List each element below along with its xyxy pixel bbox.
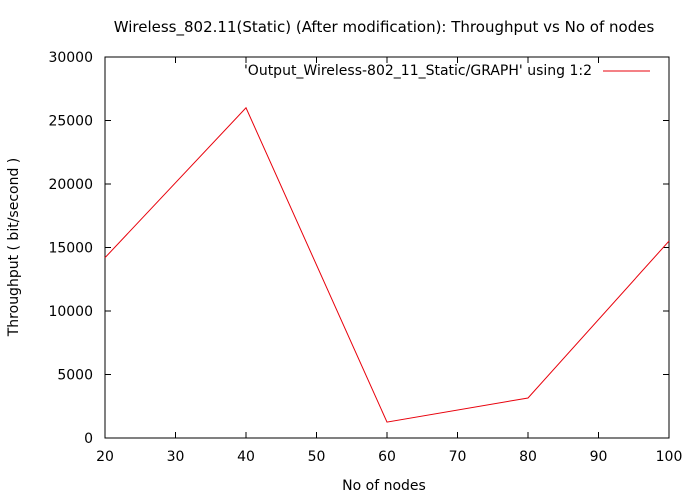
x-axis: 20 30 40 50 60 70 80 90 100 [96, 57, 682, 465]
legend-label: 'Output_Wireless-802_11_Static/GRAPH' us… [244, 63, 592, 79]
y-tick-label: 30000 [48, 50, 93, 66]
x-axis-label: No of nodes [342, 478, 426, 494]
series-line [104, 106, 670, 423]
x-tick-label: 20 [96, 449, 114, 465]
x-tick-label: 60 [378, 449, 396, 465]
legend: 'Output_Wireless-802_11_Static/GRAPH' us… [244, 63, 650, 79]
y-tick-label: 5000 [57, 368, 93, 384]
plot-frame [104, 56, 670, 439]
x-tick-label: 50 [308, 449, 326, 465]
y-tick-label: 15000 [48, 241, 93, 257]
y-tick-label: 25000 [48, 114, 93, 130]
y-tick-label: 20000 [48, 177, 93, 193]
y-axis: 0 5000 10000 15000 20000 25000 30000 [48, 50, 669, 447]
series-layer [104, 106, 670, 423]
x-tick-label: 40 [237, 449, 255, 465]
x-tick-label: 30 [167, 449, 185, 465]
x-tick-label: 100 [656, 449, 683, 465]
x-tick-label: 80 [519, 449, 537, 465]
x-tick-label: 90 [590, 449, 608, 465]
x-tick-label: 70 [449, 449, 467, 465]
y-axis-label: Throughput ( bit/second ) [6, 158, 22, 338]
chart-title: Wireless_802.11(Static) (After modificat… [114, 18, 655, 37]
y-tick-label: 0 [84, 431, 93, 447]
y-tick-label: 10000 [48, 304, 93, 320]
